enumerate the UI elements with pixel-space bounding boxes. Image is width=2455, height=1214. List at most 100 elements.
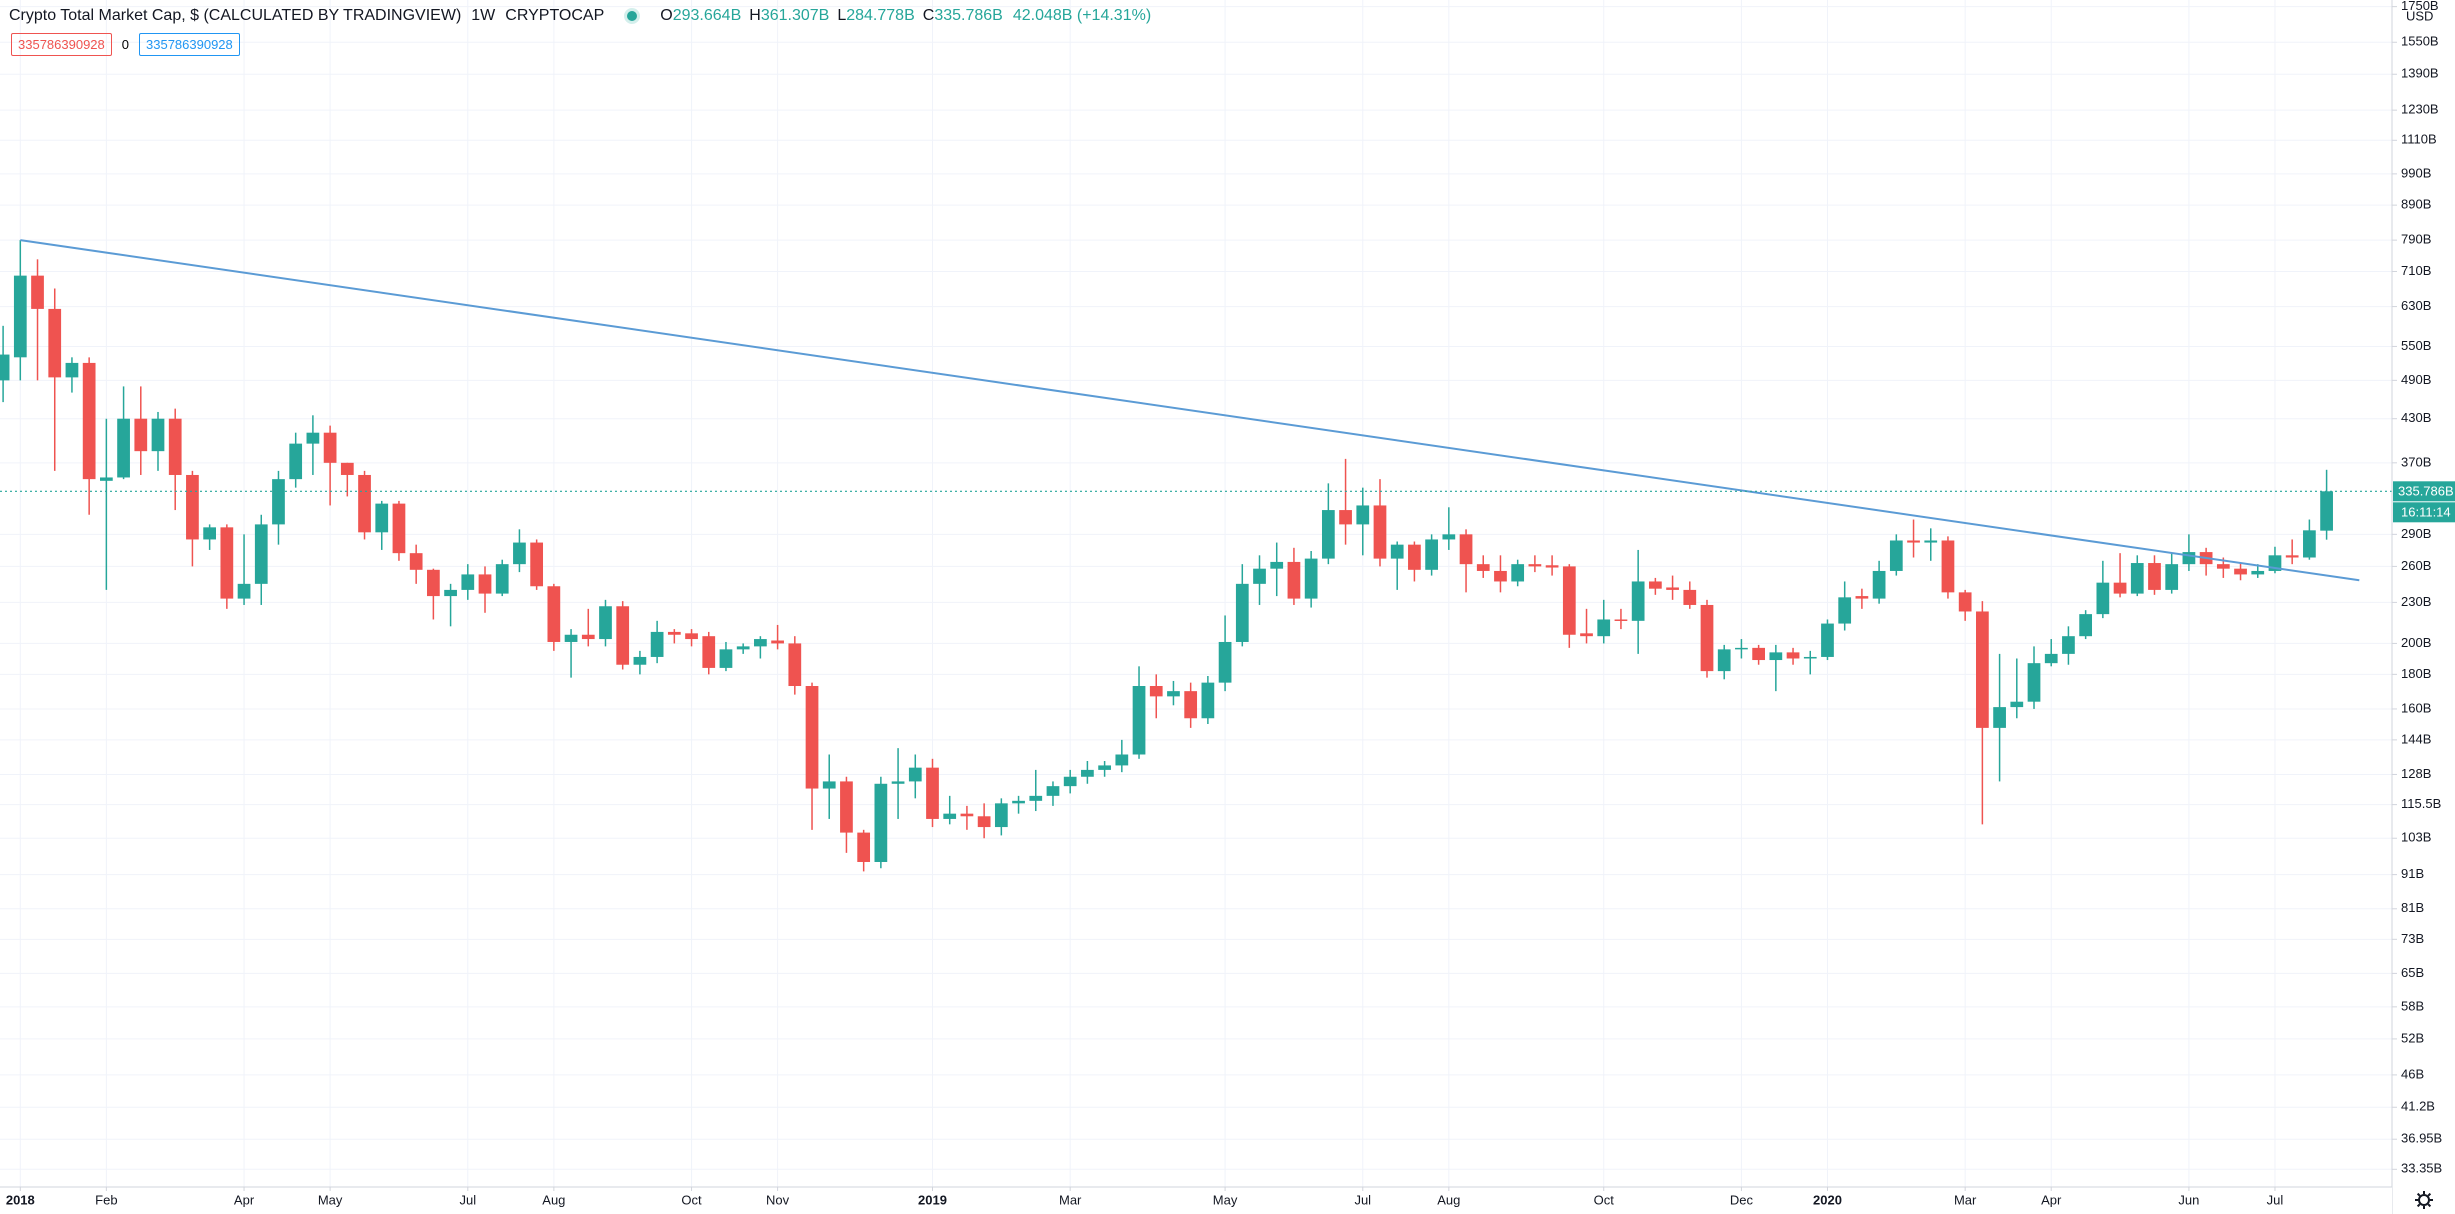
y-tick-label: 550B	[2401, 338, 2431, 353]
candle	[822, 754, 836, 819]
candle-body	[1735, 647, 1748, 650]
candle	[2027, 646, 2041, 709]
y-tick-label: 1110B	[2401, 132, 2437, 147]
candle	[805, 682, 819, 830]
x-tick-label: Mar	[1954, 1192, 1977, 1207]
legend-key: C	[922, 7, 935, 24]
legend-value: 361.307B	[760, 7, 830, 24]
candle	[1339, 458, 1352, 545]
candle	[1958, 589, 1972, 621]
legend-key: O	[660, 7, 673, 24]
y-tick-label: 91B	[2401, 866, 2424, 881]
input-box[interactable]: 335786390928	[139, 33, 240, 56]
y-tick-label: 630B	[2401, 298, 2431, 313]
legend-key: H	[749, 7, 761, 24]
gear-tooth	[2427, 1192, 2432, 1197]
candle	[358, 470, 371, 540]
x-tick-label: May	[1213, 1192, 1238, 1207]
input-value: 0	[121, 37, 129, 52]
x-tick-label: 2018	[6, 1192, 35, 1207]
candle	[409, 544, 423, 584]
settings-icon[interactable]	[2415, 1191, 2433, 1209]
candle-body	[1717, 649, 1731, 672]
candle	[1976, 601, 1989, 825]
candle	[1029, 769, 1043, 812]
y-tick-label: 1230B	[2401, 102, 2439, 117]
candle	[2234, 563, 2247, 581]
candle	[444, 583, 457, 627]
x-tick-label: Jul	[2267, 1192, 2284, 1207]
input-box[interactable]: 335786390928	[11, 33, 112, 56]
candle	[926, 758, 939, 828]
candle	[1046, 781, 1060, 806]
candle	[392, 500, 406, 561]
candle	[530, 539, 544, 590]
candle-body	[134, 418, 148, 452]
candle-body	[186, 474, 199, 540]
candle-body	[2096, 582, 2110, 615]
interval[interactable]: 1W	[471, 7, 496, 24]
ohlc-legend: O293.664B H361.307B L284.778B C335.786B	[660, 7, 1003, 25]
candle-body	[65, 362, 79, 378]
candle	[857, 829, 871, 872]
candle-body	[513, 542, 526, 565]
legend-key: L	[837, 7, 847, 24]
candle	[48, 288, 62, 471]
candle	[2199, 547, 2213, 576]
candle-body	[1528, 564, 1542, 567]
candle-body	[1476, 564, 1490, 571]
candle-body	[1941, 540, 1955, 593]
candle-body	[788, 643, 802, 687]
y-tick-label: 290B	[2401, 526, 2431, 541]
candle	[788, 636, 802, 695]
candle	[1373, 479, 1387, 567]
candle-body	[685, 633, 698, 640]
candle	[2285, 539, 2299, 565]
candle-body	[547, 586, 561, 642]
candle-body	[1666, 587, 1679, 590]
candle-body	[358, 474, 371, 533]
y-tick-label: 41.2B	[2401, 1099, 2435, 1114]
y-tick-label: 115.5B	[2401, 796, 2441, 811]
candle	[1580, 608, 1593, 644]
candle-body	[702, 636, 716, 668]
candle-body	[237, 583, 251, 599]
trendline	[20, 239, 2360, 582]
candle-body	[891, 781, 905, 784]
candle-body	[994, 803, 1008, 828]
x-tick-label: 2020	[1813, 1192, 1842, 1207]
y-tick-label: 1750B	[2401, 0, 2439, 13]
candle	[1528, 555, 1542, 573]
candle	[1924, 528, 1938, 561]
candle-body	[1029, 795, 1043, 801]
candle-body	[2010, 701, 2024, 708]
candle-body	[616, 606, 630, 665]
candle	[2079, 610, 2093, 640]
candle-body	[771, 640, 784, 644]
candle	[1304, 551, 1318, 608]
countdown: 16:11:14	[2401, 505, 2451, 520]
candle	[1494, 555, 1507, 593]
candle	[1063, 769, 1077, 794]
candle	[1012, 795, 1025, 814]
candle-body	[1046, 786, 1060, 796]
candle-body	[13, 275, 27, 358]
candle-body	[1270, 561, 1284, 569]
candle	[65, 357, 79, 393]
candle-body	[272, 479, 285, 525]
candle-body	[2320, 491, 2333, 531]
candle	[1735, 639, 1748, 659]
last-price-label: 335.786B	[2398, 484, 2454, 499]
currency[interactable]: USD	[2406, 8, 2433, 23]
candle-body	[943, 813, 957, 819]
candle	[1459, 529, 1473, 593]
y-tick-label: 990B	[2401, 165, 2431, 180]
candle	[1769, 644, 1783, 692]
candle	[375, 500, 389, 550]
candle-body	[82, 362, 96, 480]
candle	[134, 386, 148, 475]
candle-body	[1321, 510, 1335, 559]
x-tick-label: Aug	[1437, 1192, 1460, 1207]
x-tick-label: Jun	[2178, 1192, 2199, 1207]
